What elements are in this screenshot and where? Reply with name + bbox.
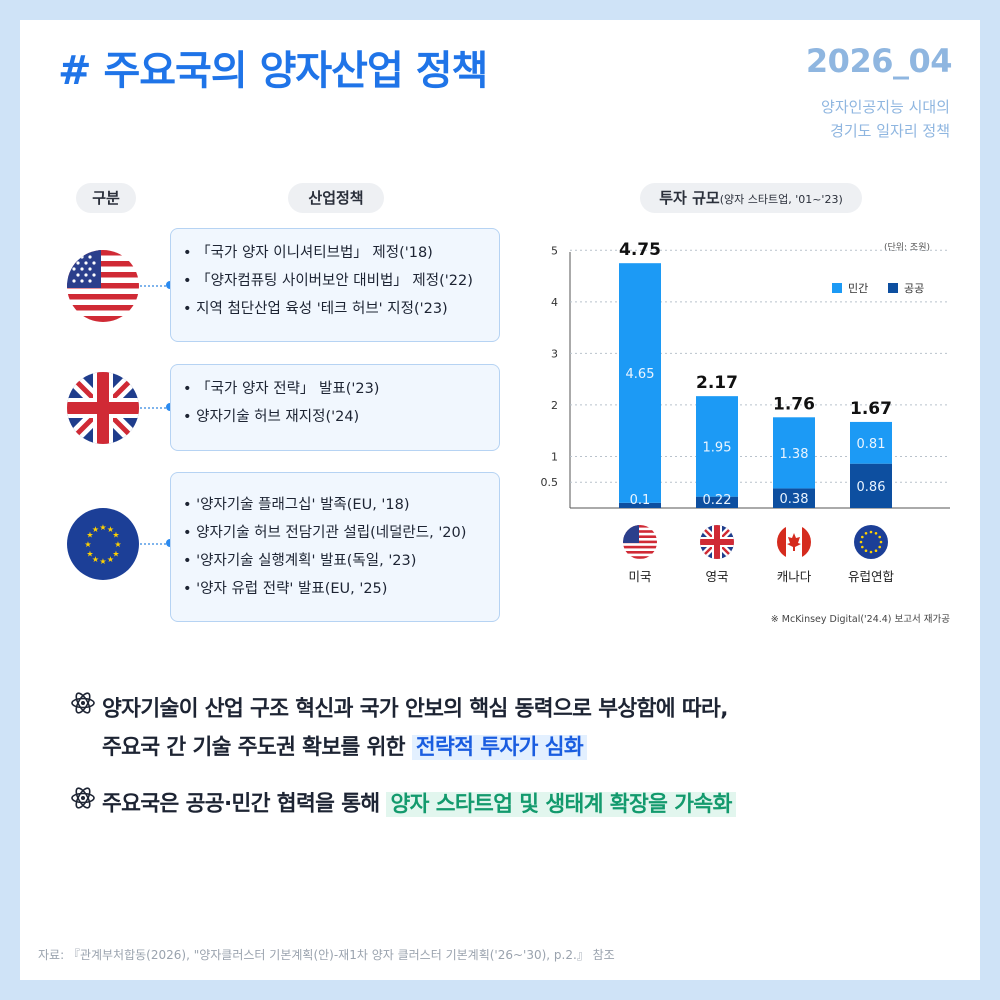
x-tick-label: 유럽연합 xyxy=(848,569,895,584)
summary-text: 주요국 간 기술 주도권 확보를 위한 xyxy=(102,735,412,760)
investment-header-note: (양자 스타트업, '01~'23) xyxy=(719,193,843,206)
legend-label-private: 민간 xyxy=(848,282,868,295)
data-label-public: 0.22 xyxy=(703,493,732,508)
policy-item: 「국가 양자 전략」 발표('23) xyxy=(183,375,499,403)
series-subtitle: 양자인공지능 시대의 경기도 일자리 정책 xyxy=(650,95,950,143)
subtitle-line-1: 양자인공지능 시대의 xyxy=(821,98,950,116)
policy-item: 양자기술 허브 재지정('24) xyxy=(183,403,499,431)
bar-public xyxy=(850,463,892,508)
svg-text:★: ★ xyxy=(107,525,114,534)
data-label-total: 2.17 xyxy=(696,373,738,393)
connector-line xyxy=(140,543,170,545)
data-label-private: 1.38 xyxy=(780,447,809,462)
x-tick-label: 캐나다 xyxy=(777,569,812,584)
data-label-private: 4.65 xyxy=(626,367,655,382)
data-label-total: 1.76 xyxy=(773,394,815,414)
eu-flag-icon: ★ ★ ★ ★ ★ ★ ★ ★ ★ ★ ★ ★ xyxy=(67,508,139,580)
y-tick-label: 5 xyxy=(551,244,558,257)
issue-number: 2026_04 xyxy=(805,42,953,80)
data-label-public: 0.86 xyxy=(857,480,886,495)
svg-text:★: ★ xyxy=(112,550,119,559)
investment-header-label: 투자 규모 xyxy=(659,189,720,207)
bar-public xyxy=(619,502,661,508)
data-label-public: 0.38 xyxy=(780,492,809,507)
data-label-private: 1.95 xyxy=(703,440,732,455)
eu-flag-icon xyxy=(854,525,888,559)
policy-item: '양자기술 실행계획' 발표(독일, '23) xyxy=(183,547,499,575)
us-flag-icon xyxy=(67,250,139,322)
x-tick-label: 미국 xyxy=(628,569,651,584)
legend-swatch-private xyxy=(832,283,842,293)
y-tick-label: 3 xyxy=(551,347,558,360)
svg-text:★: ★ xyxy=(99,557,106,566)
summary-bullet-1-cont: 주요국 간 기술 주도권 확보를 위한 전략적 투자가 심화 xyxy=(70,729,930,767)
svg-text:★: ★ xyxy=(84,540,91,549)
y-tick-label: 2 xyxy=(551,399,558,412)
svg-text:★: ★ xyxy=(112,531,119,540)
svg-text:★: ★ xyxy=(92,525,99,534)
x-tick-label: 영국 xyxy=(705,569,728,584)
legend-swatch-public xyxy=(888,283,898,293)
legend-label-public: 공공 xyxy=(904,282,924,295)
atom-icon xyxy=(70,690,102,729)
footer-source: 자료: 『관계부처합동(2026), "양자클러스터 기본계획(안)-재1차 양… xyxy=(38,948,615,962)
svg-text:★: ★ xyxy=(86,531,93,540)
page-title: # 주요국의 양자산업 정책 xyxy=(58,48,488,94)
investment-header: 투자 규모(양자 스타트업, '01~'23) xyxy=(640,183,862,213)
bar-public xyxy=(773,488,815,508)
policy-item: 「양자컴퓨팅 사이버보안 대비법」 제정('22) xyxy=(183,267,499,295)
policy-item: 양자기술 허브 전담기관 설립(네덜란드, '20) xyxy=(183,519,499,547)
highlight-text: 양자 스타트업 및 생태계 확장을 가속화 xyxy=(386,791,736,817)
policy-item: '양자 유럽 전략' 발표(EU, '25) xyxy=(183,575,499,603)
policy-box-us: 「국가 양자 이니셔티브법」 제정('18) 「양자컴퓨팅 사이버보안 대비법」… xyxy=(170,228,500,342)
bar-public xyxy=(696,496,738,508)
us-flag-icon xyxy=(623,525,657,559)
chart-unit-label: (단위: 조원) xyxy=(884,242,930,253)
policy-box-eu: '양자기술 플래그십' 발족(EU, '18) 양자기술 허브 전담기관 설립(… xyxy=(170,472,500,622)
chart-source-note: ※ McKinsey Digital('24.4) 보고서 재가공 xyxy=(771,614,950,625)
svg-text:★: ★ xyxy=(92,555,99,564)
policy-box-uk: 「국가 양자 전략」 발표('23) 양자기술 허브 재지정('24) xyxy=(170,364,500,451)
highlight-text: 전략적 투자가 심화 xyxy=(411,735,588,760)
data-label-public: 0.1 xyxy=(630,493,651,508)
svg-text:★: ★ xyxy=(86,550,93,559)
data-label-total: 4.75 xyxy=(619,240,661,260)
policy-item: '양자기술 플래그십' 발족(EU, '18) xyxy=(183,491,499,519)
policy-item: 지역 첨단산업 육성 '테크 허브' 지정('23) xyxy=(183,295,499,323)
summary-text: 양자기술이 산업 구조 혁신과 국가 안보의 핵심 동력으로 부상함에 따라, xyxy=(102,696,728,722)
uk-flag-icon xyxy=(67,372,139,444)
data-label-total: 1.67 xyxy=(850,399,892,419)
bar-private xyxy=(773,417,815,489)
uk-flag-icon xyxy=(700,525,734,559)
svg-text:★: ★ xyxy=(114,540,121,549)
svg-text:★: ★ xyxy=(99,523,106,532)
summary-text: 주요국은 공공·민간 협력을 통해 xyxy=(102,791,387,817)
bar-private xyxy=(619,263,661,503)
bar-private xyxy=(696,396,738,497)
y-tick-label: 1 xyxy=(551,450,558,463)
summary-bullets: 양자기술이 산업 구조 혁신과 국가 안보의 핵심 동력으로 부상함에 따라, … xyxy=(70,690,930,824)
investment-bar-chart: (단위: 조원) 0.5 1 2 3 4 5 민간 공공 4.65 0.1 4.75 미국 1.95 0.2… xyxy=(541,240,951,625)
connector-line xyxy=(140,407,170,409)
summary-bullet-1: 양자기술이 산업 구조 혁신과 국가 안보의 핵심 동력으로 부상함에 따라, xyxy=(70,690,930,729)
y-tick-label: 4 xyxy=(551,296,558,309)
atom-icon xyxy=(70,785,102,824)
policy-item: 「국가 양자 이니셔티브법」 제정('18) xyxy=(183,239,499,267)
connector-line xyxy=(140,285,170,287)
data-label-private: 0.81 xyxy=(857,437,886,452)
policy-header: 산업정책 xyxy=(288,183,384,213)
summary-bullet-2: 주요국은 공공·민간 협력을 통해 양자 스타트업 및 생태계 확장을 가속화 xyxy=(70,785,930,824)
subtitle-line-2: 경기도 일자리 정책 xyxy=(830,122,950,140)
y-tick-label: 0.5 xyxy=(541,476,559,489)
bar-private xyxy=(850,421,892,464)
svg-text:★: ★ xyxy=(107,555,114,564)
category-header: 구분 xyxy=(76,183,136,213)
canada-flag-icon xyxy=(777,525,811,559)
